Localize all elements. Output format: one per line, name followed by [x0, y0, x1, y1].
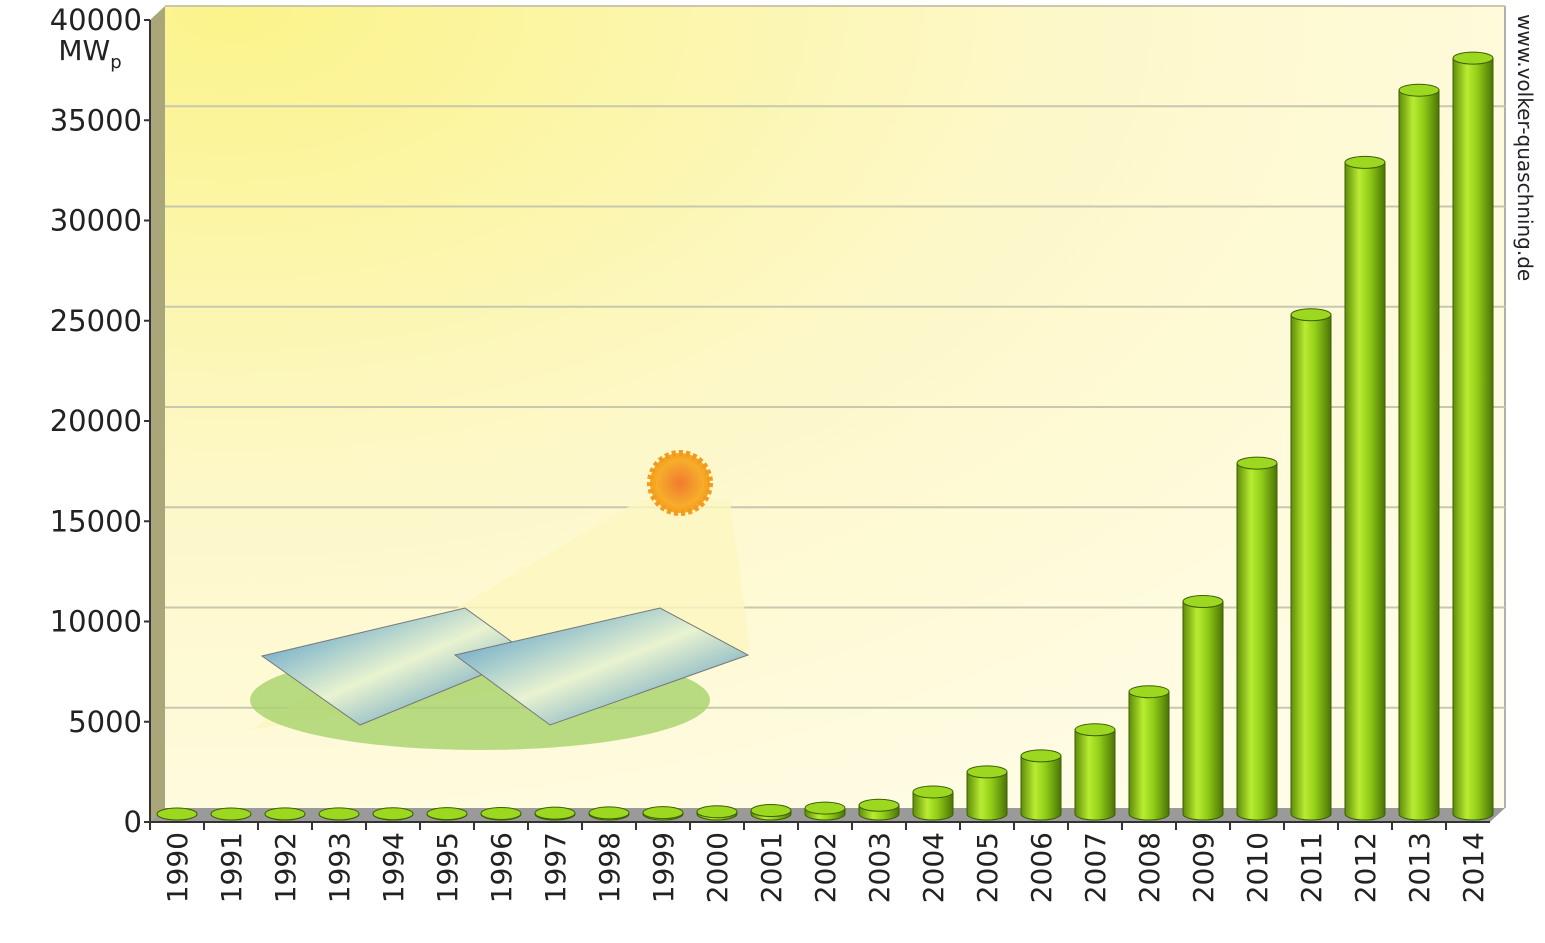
y-tick-label: 15000 [50, 504, 142, 538]
bar [1452, 57, 1494, 821]
illustration [250, 450, 750, 750]
bar-top [696, 805, 738, 819]
bar-top [156, 807, 198, 821]
x-tick-label: 1991 [215, 832, 248, 903]
bar-top [264, 807, 306, 821]
bar-top [750, 803, 792, 817]
x-tick-label: 2000 [701, 832, 734, 903]
y-tick-label: 35000 [50, 103, 142, 137]
bar-top [1020, 749, 1062, 763]
x-tick-label: 1999 [647, 832, 680, 903]
y-tick-label: 25000 [50, 304, 142, 338]
bar [1290, 314, 1332, 821]
bar [966, 771, 1008, 821]
bar-top [318, 807, 360, 821]
y-unit-text: MW [58, 34, 110, 67]
bar-top [1128, 685, 1170, 699]
bar-top [372, 807, 414, 821]
x-tick-label: 1998 [593, 832, 626, 903]
bar-top [1398, 83, 1440, 97]
x-tick-label: 1993 [323, 832, 356, 903]
y-tick-label: 20000 [50, 404, 142, 438]
x-tick-label: 1994 [377, 832, 410, 903]
x-tick-label: 2014 [1457, 832, 1490, 903]
bar-top [1074, 723, 1116, 737]
bar [1182, 600, 1224, 821]
bar-top [588, 806, 630, 820]
side-wall [150, 6, 165, 822]
bar [1074, 729, 1116, 821]
bar-top [858, 798, 900, 812]
y-tick-label: 40000 [50, 3, 142, 37]
x-tick-label: 2004 [917, 832, 950, 903]
x-tick-label: 1990 [161, 832, 194, 903]
source-credit: www.volker-quaschning.de [1513, 14, 1537, 281]
bar-top [912, 785, 954, 799]
x-tick-label: 2001 [755, 832, 788, 903]
x-tick-label: 2005 [971, 832, 1004, 903]
bar-top [966, 765, 1008, 779]
x-tick-label: 1997 [539, 832, 572, 903]
x-tick-label: 2013 [1403, 832, 1436, 903]
y-unit-subscript: p [110, 52, 121, 73]
x-tick-label: 2003 [863, 832, 896, 903]
bar [1344, 161, 1386, 821]
bar-top [210, 807, 252, 821]
bar-top [642, 806, 684, 820]
x-tick-label: 2008 [1133, 832, 1166, 903]
x-tick-label: 2010 [1241, 832, 1274, 903]
x-tick-label: 2009 [1187, 832, 1220, 903]
bar [1398, 89, 1440, 821]
x-tick-label: 2007 [1079, 832, 1112, 903]
x-tick-label: 2011 [1295, 832, 1328, 903]
bar-top [480, 806, 522, 820]
x-tick-label: 1996 [485, 832, 518, 903]
bar-top [1290, 308, 1332, 322]
bar-top [534, 806, 576, 820]
bar [1128, 691, 1170, 821]
y-tick-label: 10000 [50, 605, 142, 639]
bar [1020, 755, 1062, 821]
bar-top [1452, 51, 1494, 65]
x-tick-label: 1992 [269, 832, 302, 903]
y-tick-label: 0 [124, 805, 142, 839]
x-tick-label: 2006 [1025, 832, 1058, 903]
y-unit: MWp [58, 34, 121, 73]
bar-top [1182, 594, 1224, 608]
x-tick-label: 1995 [431, 832, 464, 903]
bar [912, 791, 954, 821]
bar-top [426, 807, 468, 821]
bar-top [1236, 456, 1278, 470]
x-tick-label: 2012 [1349, 832, 1382, 903]
y-tick-label: 5000 [68, 705, 142, 739]
bar [1236, 462, 1278, 821]
y-tick-label: 30000 [50, 204, 142, 238]
x-tick-label: 2002 [809, 832, 842, 903]
bar-top [804, 801, 846, 815]
bar-top [1344, 155, 1386, 169]
